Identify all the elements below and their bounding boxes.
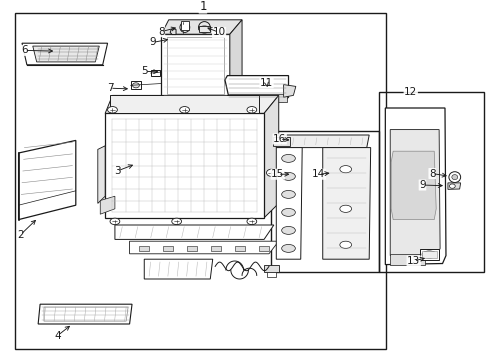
- Bar: [378, 92, 483, 272]
- Ellipse shape: [448, 184, 454, 188]
- Ellipse shape: [236, 104, 241, 108]
- Bar: [264, 265, 278, 272]
- Text: 8: 8: [428, 168, 435, 179]
- Text: 1: 1: [199, 0, 206, 13]
- Ellipse shape: [246, 218, 256, 225]
- Polygon shape: [389, 130, 439, 256]
- Polygon shape: [129, 241, 278, 254]
- Text: 14: 14: [311, 169, 325, 179]
- Text: 2: 2: [17, 230, 24, 240]
- Ellipse shape: [246, 107, 256, 113]
- Bar: [211, 246, 221, 251]
- Ellipse shape: [451, 175, 457, 180]
- Polygon shape: [144, 259, 212, 279]
- Text: 5: 5: [141, 66, 148, 76]
- Bar: [139, 246, 149, 251]
- Ellipse shape: [281, 190, 295, 198]
- Ellipse shape: [339, 205, 351, 212]
- Bar: [150, 70, 160, 76]
- Bar: [130, 81, 141, 89]
- Text: 4: 4: [54, 330, 61, 341]
- Ellipse shape: [198, 26, 210, 32]
- Ellipse shape: [281, 244, 295, 252]
- Polygon shape: [276, 135, 368, 148]
- Polygon shape: [19, 140, 76, 220]
- Polygon shape: [38, 304, 132, 324]
- Polygon shape: [276, 148, 302, 259]
- Bar: [272, 137, 289, 146]
- Polygon shape: [170, 29, 176, 35]
- Bar: [167, 37, 224, 94]
- Bar: [421, 251, 436, 258]
- Text: 3: 3: [114, 166, 121, 176]
- Text: 6: 6: [21, 45, 28, 55]
- Text: 16: 16: [272, 134, 286, 144]
- Polygon shape: [224, 76, 288, 102]
- Text: 15: 15: [270, 169, 284, 179]
- Ellipse shape: [281, 208, 295, 216]
- Text: 10: 10: [212, 27, 225, 37]
- Polygon shape: [98, 146, 105, 203]
- Polygon shape: [22, 43, 107, 65]
- Bar: [198, 26, 210, 32]
- Bar: [259, 246, 268, 251]
- Ellipse shape: [262, 103, 270, 109]
- Polygon shape: [229, 20, 242, 101]
- Polygon shape: [390, 151, 435, 220]
- Polygon shape: [322, 148, 370, 259]
- Ellipse shape: [339, 166, 351, 173]
- Ellipse shape: [132, 83, 139, 88]
- Ellipse shape: [281, 172, 295, 180]
- Ellipse shape: [180, 107, 189, 113]
- Text: 7: 7: [106, 83, 113, 93]
- Polygon shape: [385, 108, 445, 265]
- Bar: [15, 13, 386, 349]
- Ellipse shape: [339, 241, 351, 248]
- Text: 9: 9: [418, 180, 425, 190]
- Ellipse shape: [110, 218, 120, 225]
- Text: 13: 13: [406, 256, 420, 266]
- Polygon shape: [115, 225, 273, 239]
- Polygon shape: [33, 46, 99, 62]
- Ellipse shape: [266, 169, 276, 176]
- Bar: [163, 246, 173, 251]
- Bar: [161, 34, 229, 101]
- Polygon shape: [161, 20, 242, 34]
- Ellipse shape: [281, 154, 295, 162]
- Text: 12: 12: [403, 87, 417, 97]
- Ellipse shape: [421, 251, 436, 258]
- Polygon shape: [264, 95, 278, 218]
- Bar: [228, 94, 286, 102]
- Ellipse shape: [234, 103, 243, 109]
- Ellipse shape: [180, 22, 189, 32]
- Text: 11: 11: [259, 78, 273, 88]
- Polygon shape: [110, 95, 259, 113]
- Bar: [266, 272, 276, 277]
- Text: 9: 9: [149, 37, 156, 48]
- Bar: [235, 246, 244, 251]
- Polygon shape: [100, 196, 115, 214]
- Bar: [419, 249, 438, 260]
- Bar: [271, 131, 378, 272]
- Ellipse shape: [198, 22, 210, 33]
- Polygon shape: [389, 254, 425, 265]
- Polygon shape: [105, 95, 278, 113]
- Ellipse shape: [264, 104, 268, 108]
- Polygon shape: [447, 183, 460, 189]
- Text: 8: 8: [158, 27, 164, 37]
- Bar: [181, 21, 188, 30]
- Ellipse shape: [171, 218, 181, 225]
- Ellipse shape: [107, 107, 117, 113]
- Polygon shape: [283, 85, 295, 97]
- Ellipse shape: [448, 172, 460, 183]
- Bar: [105, 113, 264, 218]
- Bar: [187, 246, 197, 251]
- Ellipse shape: [281, 226, 295, 234]
